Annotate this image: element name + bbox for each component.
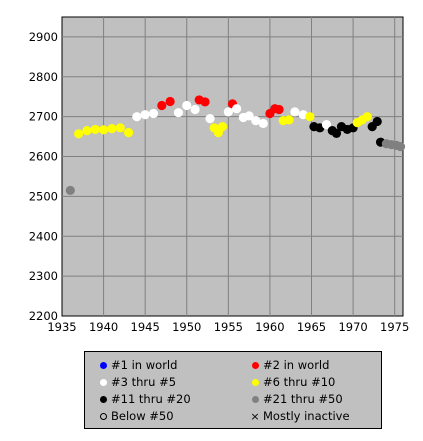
x-axis-ticks: 1935 1940 1945 1950 1955 1960 1965 1970 1975 — [47, 320, 409, 334]
data-point — [305, 112, 314, 121]
data-point — [91, 125, 100, 134]
data-point — [82, 126, 91, 135]
y-tick-label: 2800 — [29, 70, 58, 84]
legend-item: Below #50 — [97, 409, 174, 423]
data-point — [74, 129, 83, 138]
legend-label: #11 thru #20 — [111, 392, 191, 406]
data-point — [205, 114, 214, 123]
x-tick-label: 1970 — [338, 320, 367, 334]
data-point — [259, 119, 268, 128]
data-point — [99, 125, 108, 134]
data-point — [218, 122, 227, 131]
data-point — [190, 105, 199, 114]
legend-symbol-red — [249, 358, 261, 372]
x-tick-label: 1940 — [89, 320, 118, 334]
legend-symbol-yellow — [249, 375, 261, 389]
legend-label: #3 thru #5 — [111, 375, 176, 389]
legend-label: Mostly inactive — [263, 409, 350, 423]
legend-label: Below #50 — [111, 409, 174, 423]
x-tick-label: 1965 — [297, 320, 326, 334]
y-tick-label: 2300 — [29, 269, 58, 283]
y-tick-label: 2900 — [29, 30, 58, 44]
legend-symbol-gray — [249, 392, 261, 406]
data-point — [157, 101, 166, 110]
data-point — [232, 104, 241, 113]
legend-item: × Mostly inactive — [249, 409, 350, 424]
y-tick-label: 2700 — [29, 110, 58, 124]
data-point — [149, 109, 158, 118]
data-point — [284, 115, 293, 124]
legend: #1 in world #2 in world #3 thru #5 #6 th… — [84, 351, 382, 429]
data-point — [107, 124, 116, 133]
legend-label: #2 in world — [263, 358, 329, 372]
data-point — [224, 107, 233, 116]
legend-item: #11 thru #20 — [97, 392, 191, 406]
data-point — [182, 101, 191, 110]
legend-symbol-white — [97, 375, 109, 389]
data-point — [132, 112, 141, 121]
legend-label: #6 thru #10 — [263, 375, 335, 389]
x-tick-label: 1975 — [380, 320, 409, 334]
legend-label: #1 in world — [111, 358, 177, 372]
data-point — [66, 186, 75, 195]
data-point — [396, 142, 405, 151]
x-tick-label: 1955 — [214, 320, 243, 334]
legend-item: #6 thru #10 — [249, 375, 335, 389]
y-tick-label: 2600 — [29, 150, 58, 164]
x-tick-label: 1950 — [172, 320, 201, 334]
data-point — [141, 110, 150, 119]
data-point — [373, 117, 382, 126]
x-tick-label: 1960 — [255, 320, 284, 334]
data-point — [274, 105, 283, 114]
legend-item: #3 thru #5 — [97, 375, 176, 389]
x-tick-label: 1945 — [131, 320, 160, 334]
legend-label: #21 thru #50 — [263, 392, 343, 406]
data-point — [116, 123, 125, 132]
legend-symbol-blue — [97, 358, 109, 372]
legend-item: #21 thru #50 — [249, 392, 343, 406]
data-point — [200, 97, 209, 106]
data-point — [363, 112, 372, 121]
legend-item: #1 in world — [97, 358, 177, 372]
data-point — [174, 108, 183, 117]
y-tick-label: 2500 — [29, 189, 58, 203]
data-point — [166, 97, 175, 106]
legend-symbol-hollow — [97, 409, 109, 423]
legend-item: #2 in world — [249, 358, 329, 372]
data-point — [124, 128, 133, 137]
data-point — [290, 107, 299, 116]
plot-area — [62, 17, 403, 316]
legend-symbol-black — [97, 392, 109, 406]
x-mark-icon: × — [249, 410, 261, 424]
y-tick-label: 2400 — [29, 229, 58, 243]
x-tick-label: 1935 — [47, 320, 76, 334]
